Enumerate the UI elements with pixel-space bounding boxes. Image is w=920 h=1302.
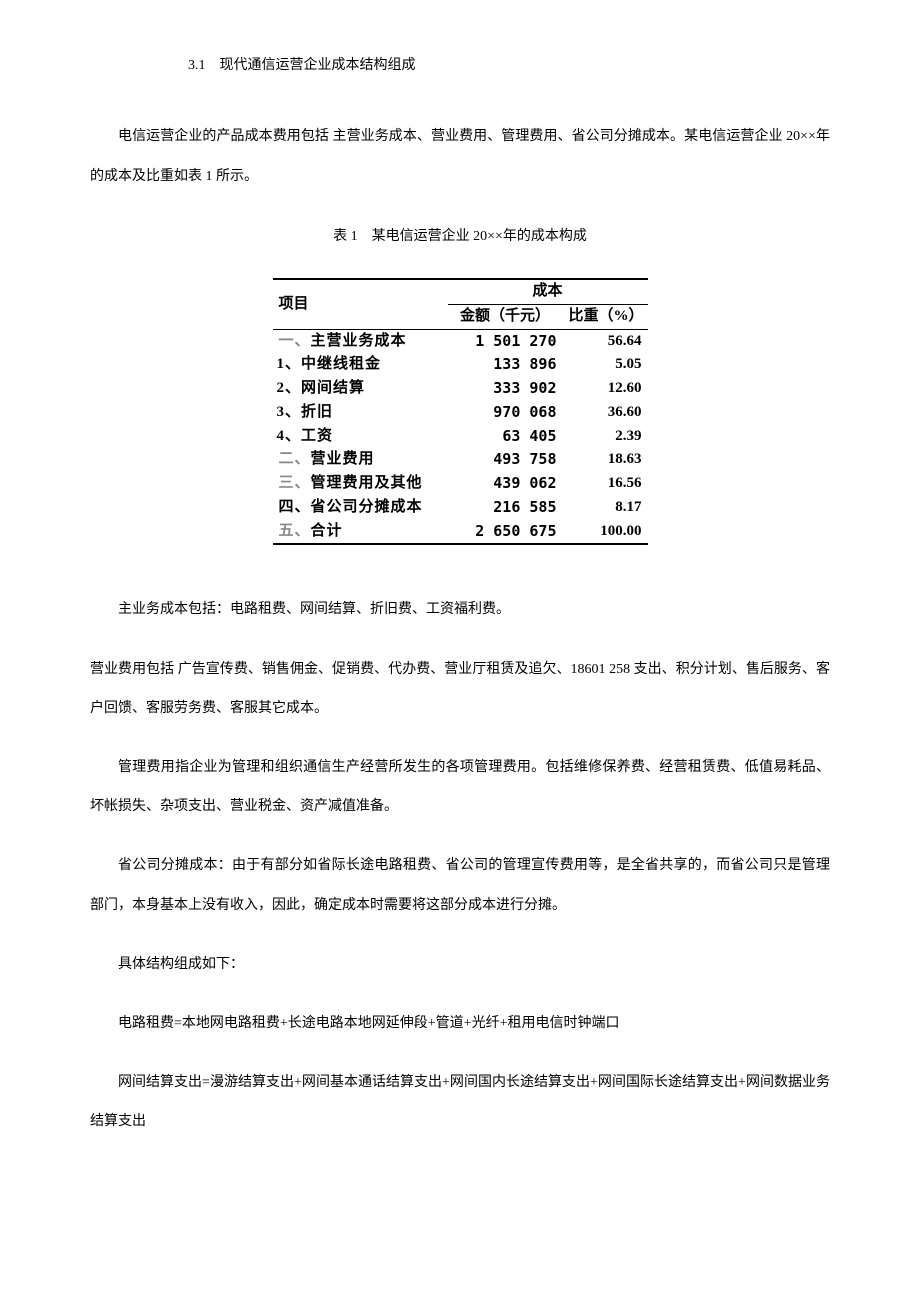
td-item: 二、营业费用 [273, 448, 448, 472]
td-amount: 216 585 [448, 496, 563, 520]
paragraph-3: 营业费用包括 广告宣传费、销售佣金、促销费、代办费、营业厅租赁及追欠、18601… [90, 650, 830, 728]
td-item: 3、折旧 [273, 401, 448, 425]
table-caption: 表 1 某电信运营企业 20××年的成本构成 [90, 226, 830, 248]
td-item: 一、主营业务成本 [273, 329, 448, 353]
table-row: 3、折旧970 06836.60 [273, 401, 648, 425]
td-amount: 63 405 [448, 425, 563, 449]
td-amount: 133 896 [448, 353, 563, 377]
td-item: 2、网间结算 [273, 377, 448, 401]
table-row: 二、营业费用493 75818.63 [273, 448, 648, 472]
td-amount: 493 758 [448, 448, 563, 472]
td-amount: 2 650 675 [448, 520, 563, 545]
paragraph-2: 主业务成本包括：电路租费、网间结算、折旧费、工资福利费。 [90, 590, 830, 629]
th-cost: 成本 [448, 279, 648, 304]
td-amount: 333 902 [448, 377, 563, 401]
td-pct: 36.60 [563, 401, 648, 425]
cost-table: 项目 成本 金额（千元） 比重（%） 一、主营业务成本1 501 27056.6… [273, 278, 648, 545]
td-item: 三、管理费用及其他 [273, 472, 448, 496]
paragraph-intro: 电信运营企业的产品成本费用包括 主营业务成本、营业费用、管理费用、省公司分摊成本… [90, 117, 830, 195]
table-row: 五、合计2 650 675100.00 [273, 520, 648, 545]
th-pct: 比重（%） [563, 304, 648, 329]
td-amount: 1 501 270 [448, 329, 563, 353]
td-item: 五、合计 [273, 520, 448, 545]
paragraph-4: 管理费用指企业为管理和组织通信生产经营所发生的各项管理费用。包括维修保养费、经营… [90, 748, 830, 826]
paragraph-6: 具体结构组成如下： [90, 945, 830, 984]
table-row: 四、省公司分摊成本216 5858.17 [273, 496, 648, 520]
table-header-row-1: 项目 成本 [273, 279, 648, 304]
td-pct: 56.64 [563, 329, 648, 353]
td-pct: 16.56 [563, 472, 648, 496]
paragraph-8: 网间结算支出=漫游结算支出+网间基本通话结算支出+网间国内长途结算支出+网间国际… [90, 1063, 830, 1141]
td-item: 四、省公司分摊成本 [273, 496, 448, 520]
table-row: 1、中继线租金133 8965.05 [273, 353, 648, 377]
td-pct: 2.39 [563, 425, 648, 449]
table-row: 三、管理费用及其他439 06216.56 [273, 472, 648, 496]
paragraph-5: 省公司分摊成本：由于有部分如省际长途电路租费、省公司的管理宣传费用等，是全省共享… [90, 846, 830, 924]
section-heading: 3.1 现代通信运营企业成本结构组成 [188, 55, 830, 77]
table-row: 2、网间结算333 90212.60 [273, 377, 648, 401]
td-pct: 8.17 [563, 496, 648, 520]
cost-table-container: 项目 成本 金额（千元） 比重（%） 一、主营业务成本1 501 27056.6… [90, 278, 830, 545]
td-item: 1、中继线租金 [273, 353, 448, 377]
paragraph-7: 电路租费=本地网电路租费+长途电路本地网延伸段+管道+光纤+租用电信时钟端口 [90, 1004, 830, 1043]
th-amount: 金额（千元） [448, 304, 563, 329]
td-amount: 970 068 [448, 401, 563, 425]
td-pct: 18.63 [563, 448, 648, 472]
table-row: 一、主营业务成本1 501 27056.64 [273, 329, 648, 353]
td-pct: 12.60 [563, 377, 648, 401]
td-pct: 100.00 [563, 520, 648, 545]
td-amount: 439 062 [448, 472, 563, 496]
td-item: 4、工资 [273, 425, 448, 449]
th-item: 项目 [273, 279, 448, 329]
table-body: 一、主营业务成本1 501 27056.641、中继线租金133 8965.05… [273, 329, 648, 544]
td-pct: 5.05 [563, 353, 648, 377]
table-row: 4、工资63 4052.39 [273, 425, 648, 449]
